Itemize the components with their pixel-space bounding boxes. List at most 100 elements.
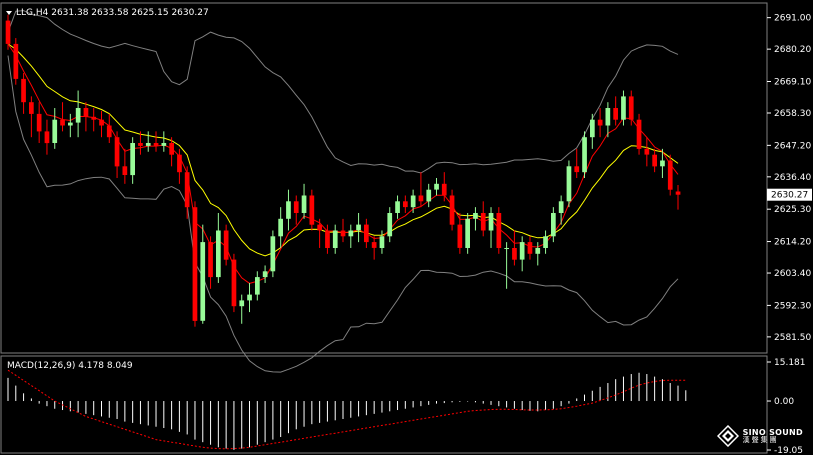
- candle: [216, 212, 221, 283]
- candle: [99, 110, 104, 138]
- candle-body: [161, 143, 167, 146]
- candle-body: [652, 154, 657, 167]
- candle: [278, 207, 283, 248]
- candle-body: [44, 131, 50, 144]
- candle: [605, 102, 611, 138]
- candle: [434, 178, 439, 196]
- candle: [379, 230, 385, 254]
- candle-body: [410, 195, 416, 208]
- candle-body: [356, 224, 361, 231]
- candle-body: [480, 213, 486, 231]
- candle: [52, 108, 58, 149]
- candle-body: [488, 213, 494, 231]
- candle-body: [278, 218, 283, 237]
- candle-body: [13, 43, 19, 79]
- candle: [441, 172, 447, 202]
- candle: [590, 113, 595, 149]
- candle: [496, 207, 502, 254]
- candle-body: [582, 137, 587, 173]
- candle-body: [636, 119, 642, 149]
- candle-body: [340, 230, 346, 237]
- candle-body: [387, 213, 393, 237]
- candle: [473, 207, 478, 231]
- candle-body: [293, 201, 299, 213]
- candle-body: [527, 242, 533, 254]
- candle: [356, 212, 361, 243]
- candle: [519, 236, 525, 272]
- candle: [628, 90, 634, 126]
- candle-body: [91, 116, 97, 120]
- macd-title: MACD(12,26,9) 4.178 8.049: [7, 361, 133, 371]
- candle-body: [309, 195, 315, 225]
- candle: [293, 195, 299, 225]
- main-pane-border: [0, 2, 768, 354]
- candle: [91, 108, 97, 132]
- candle: [387, 207, 393, 243]
- sino-sound-logo: SINO SOUND 漢聲集團: [716, 425, 803, 447]
- candle: [145, 131, 151, 152]
- candle-body: [621, 96, 626, 120]
- candle-body: [644, 148, 650, 155]
- candle-body: [286, 201, 291, 219]
- candle-body: [83, 108, 89, 117]
- price-tick-label: 2658.30: [774, 109, 811, 119]
- candle: [114, 131, 120, 178]
- candle: [457, 212, 463, 254]
- candle: [566, 160, 572, 208]
- candle: [184, 166, 190, 219]
- candle-body: [231, 259, 237, 307]
- candle-body: [628, 96, 634, 120]
- current-price-marker: [767, 188, 812, 201]
- price-tick-label: 2680.20: [774, 45, 811, 55]
- candle: [106, 113, 112, 144]
- candle: [130, 137, 135, 184]
- candle: [675, 185, 681, 210]
- candle-body: [543, 236, 548, 248]
- candle: [301, 183, 307, 219]
- candle-body: [184, 172, 190, 208]
- candle-body: [496, 213, 502, 248]
- candle: [44, 119, 50, 155]
- candle-body: [449, 195, 455, 225]
- macd-indicator: [7, 369, 687, 450]
- candle: [325, 224, 330, 254]
- candle: [83, 102, 89, 132]
- candle: [558, 195, 564, 225]
- candle: [247, 282, 252, 313]
- candle-body: [426, 189, 432, 202]
- candle: [36, 102, 42, 144]
- candle-body: [667, 160, 673, 190]
- candle: [574, 148, 580, 178]
- candle: [286, 189, 291, 231]
- candle-body: [504, 248, 509, 249]
- candle-body: [660, 160, 665, 167]
- price-tick-label: 2592.30: [774, 301, 811, 311]
- candle: [21, 73, 26, 114]
- candle-body: [169, 143, 174, 155]
- candle-body: [566, 166, 572, 202]
- candle-body: [36, 113, 42, 132]
- chevron-down-icon[interactable]: [6, 11, 12, 15]
- candle: [535, 242, 541, 266]
- candles: [5, 14, 681, 327]
- candle: [200, 224, 206, 324]
- candle: [29, 96, 34, 138]
- candle: [480, 201, 486, 237]
- candle: [504, 242, 509, 289]
- candle: [169, 137, 174, 167]
- candle: [138, 131, 143, 155]
- candle-body: [465, 218, 470, 248]
- candle-body: [379, 236, 385, 248]
- candle: [597, 108, 603, 138]
- candle: [60, 102, 65, 132]
- price-tick-label: 2691.00: [774, 14, 811, 24]
- candle: [75, 90, 81, 138]
- price-tick-label: 2603.40: [774, 269, 811, 279]
- candle-body: [535, 248, 541, 254]
- price-tick-label: 2669.10: [774, 78, 811, 88]
- candle: [410, 189, 416, 213]
- candle-body: [75, 108, 81, 123]
- candle: [5, 14, 11, 50]
